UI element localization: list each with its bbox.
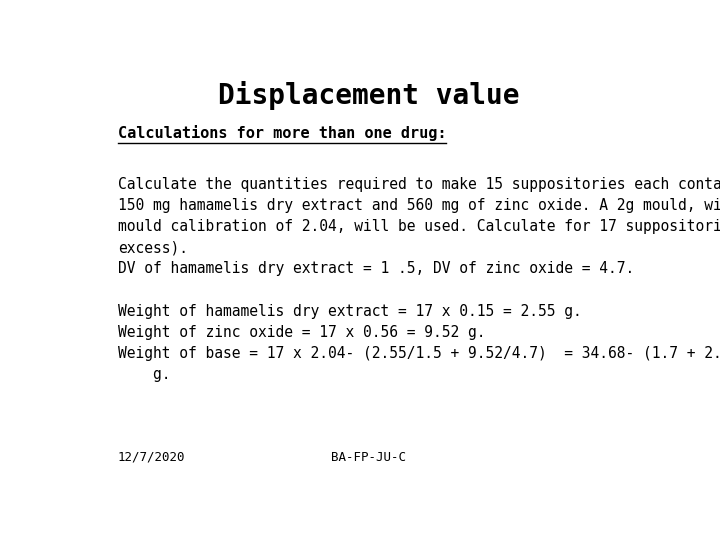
Text: Weight of hamamelis dry extract = 17 x 0.15 = 2.55 g.
Weight of zinc oxide = 17 : Weight of hamamelis dry extract = 17 x 0… (118, 304, 720, 382)
Text: Displacement value: Displacement value (218, 82, 520, 111)
Text: BA-FP-JU-C: BA-FP-JU-C (331, 451, 407, 464)
Text: Calculations for more than one drug:: Calculations for more than one drug: (118, 125, 446, 141)
Text: 12/7/2020: 12/7/2020 (118, 451, 186, 464)
Text: Calculate the quantities required to make 15 suppositories each containing
150 m: Calculate the quantities required to mak… (118, 177, 720, 276)
